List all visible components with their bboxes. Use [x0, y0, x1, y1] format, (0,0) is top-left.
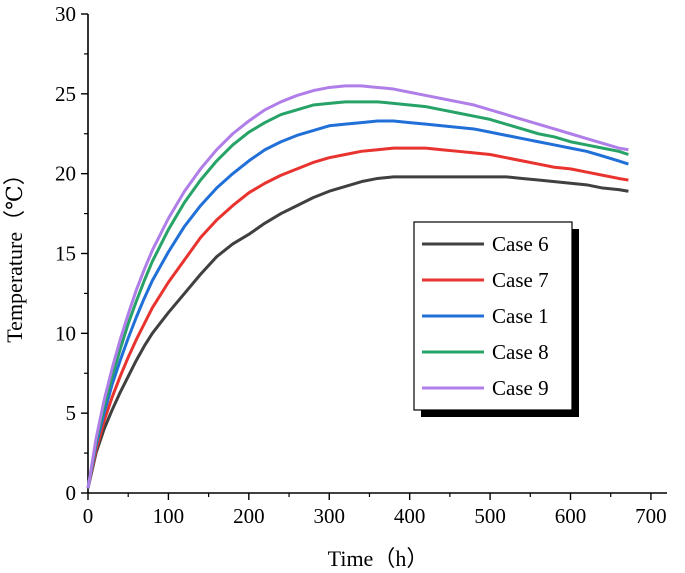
- y-tick-label: 25: [55, 82, 76, 106]
- x-tick-label: 400: [394, 504, 426, 528]
- series-line-case-7: [86, 146, 629, 489]
- legend-label-case-6: Case 6: [492, 232, 549, 256]
- series-lines: [86, 84, 629, 489]
- series-line-case-9: [86, 84, 629, 489]
- series-line-case-6: [86, 175, 629, 489]
- y-tick-label: 30: [55, 2, 76, 26]
- y-tick-label: 0: [66, 481, 77, 505]
- legend: Case 6 Case 7 Case 1 Case 8 Case 9: [413, 221, 579, 417]
- y-tick-label: 20: [55, 162, 76, 186]
- legend-label-case-1: Case 1: [492, 304, 549, 328]
- x-tick-label: 700: [635, 504, 667, 528]
- x-tick-label: 300: [314, 504, 346, 528]
- legend-label-case-8: Case 8: [492, 340, 549, 364]
- x-tick-label: 500: [474, 504, 506, 528]
- legend-label-case-9: Case 9: [492, 376, 549, 400]
- y-tick-label: 5: [66, 401, 77, 425]
- series-line-case-8: [86, 100, 629, 489]
- y-axis-title: Temperature（℃）: [2, 163, 27, 342]
- x-axis-title: Time（h）: [328, 546, 429, 571]
- x-tick-label: 200: [233, 504, 265, 528]
- series-line-case-1: [86, 119, 629, 489]
- y-tick-label: 10: [55, 321, 76, 345]
- legend-label-case-7: Case 7: [492, 268, 549, 292]
- y-tick-label: 15: [55, 242, 76, 266]
- x-tick-label: 600: [555, 504, 587, 528]
- x-tick-label: 100: [153, 504, 185, 528]
- x-tick-label: 0: [83, 504, 94, 528]
- axes: 0 100 200 300 400 500 600 700 0 5 10 15 20 25 30: [55, 2, 667, 528]
